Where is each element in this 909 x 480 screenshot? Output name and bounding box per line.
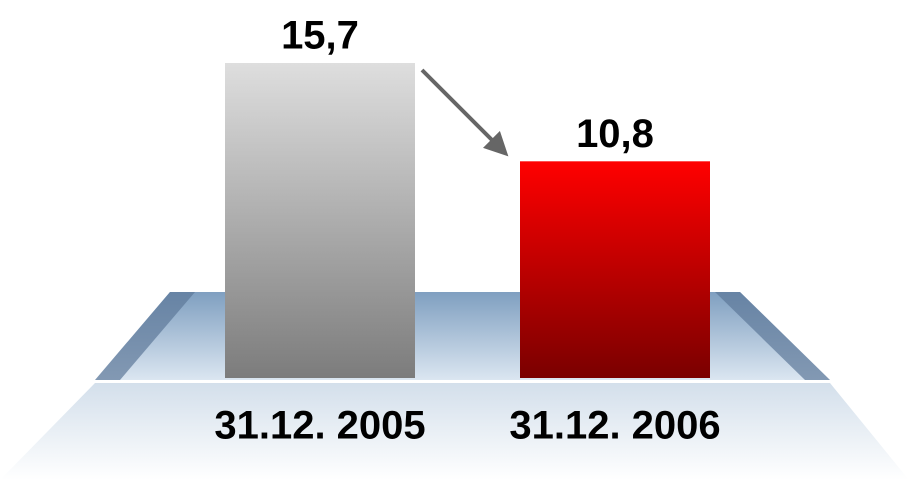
bar	[225, 63, 415, 378]
x-tick-label: 31.12. 2005	[214, 404, 425, 448]
value-label: 15,7	[281, 14, 359, 58]
platform-edge	[715, 292, 830, 380]
platform-edge	[95, 292, 195, 380]
value-label: 10,8	[576, 112, 654, 156]
platform-back	[95, 292, 830, 380]
trend-arrow	[420, 68, 509, 157]
platform-front	[0, 383, 909, 480]
x-tick-label: 31.12. 2006	[509, 404, 720, 448]
bar	[520, 161, 710, 378]
